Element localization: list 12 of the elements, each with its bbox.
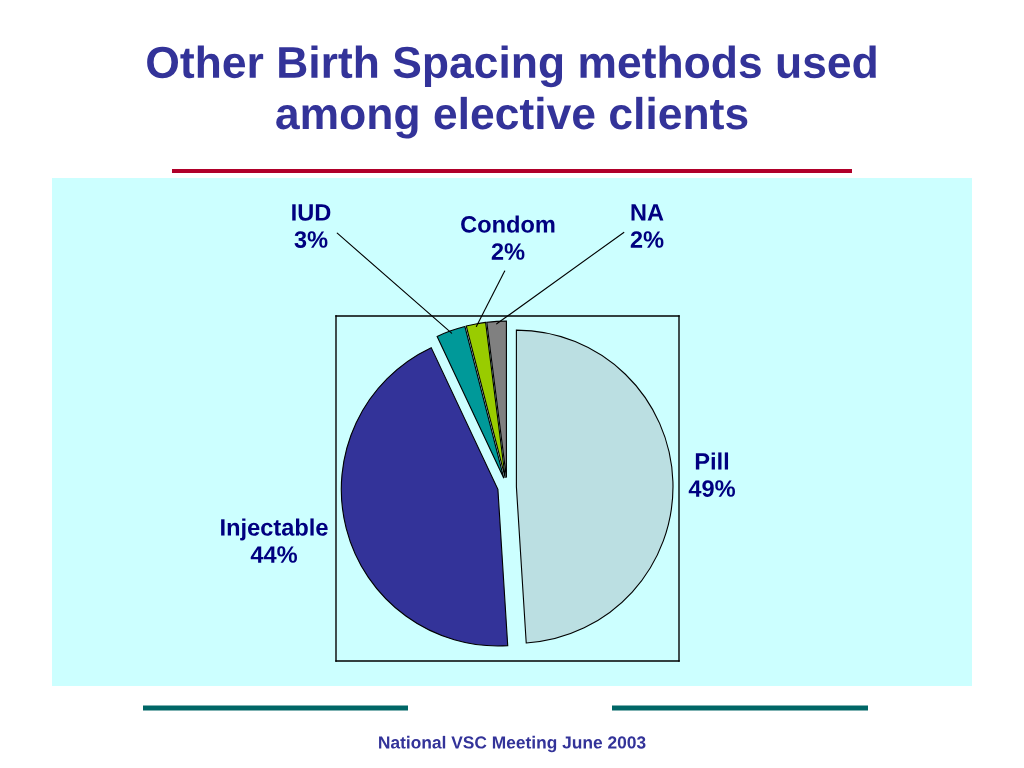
data-label: 2%	[630, 231, 664, 248]
text: National VSC Meeting June 2003	[379, 735, 646, 753]
chart-title: Other Birth Spacing methods used among elective clients	[147, 45, 876, 139]
slice-label: Pill	[695, 452, 729, 470]
data-label: 2%	[491, 243, 525, 260]
slice-label: IUD	[292, 204, 331, 221]
data-label: 44%	[250, 546, 298, 563]
data-label: 3%	[294, 231, 328, 248]
slice-label: Condom	[461, 215, 555, 233]
slice-label: NA	[631, 204, 664, 221]
slice-label: Injectable	[221, 518, 328, 541]
data-label: 49%	[688, 480, 736, 497]
